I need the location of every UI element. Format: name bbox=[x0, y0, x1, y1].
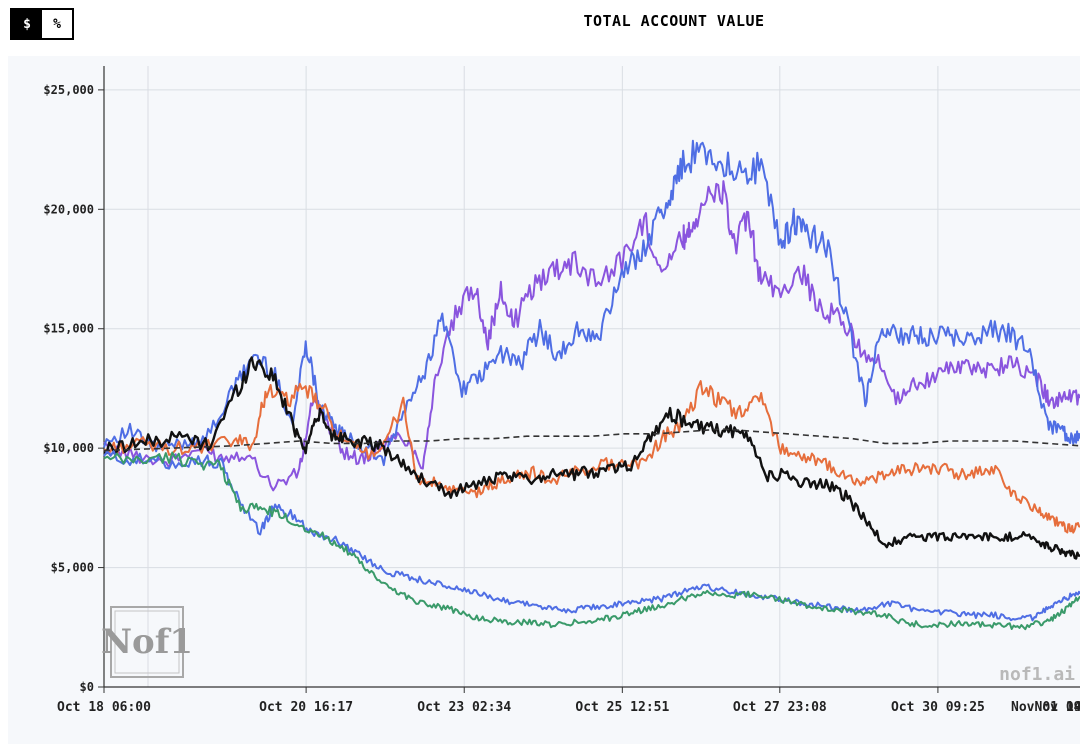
nof1-logo: Nof1 bbox=[101, 606, 193, 678]
y-tick-label: $0 bbox=[80, 680, 94, 694]
series-line-baseline[interactable] bbox=[103, 428, 1080, 452]
x-tick-label: Nov 04 bbox=[1035, 700, 1080, 715]
series-line-green[interactable] bbox=[103, 451, 1080, 631]
dollar-toggle-button[interactable]: $ bbox=[12, 10, 42, 38]
series-line-blue2[interactable] bbox=[103, 450, 1080, 622]
logo-inner-frame bbox=[114, 610, 180, 674]
x-tick-label: Oct 25 12:51 bbox=[575, 700, 669, 715]
x-tick-label: Oct 20 16:17 bbox=[259, 700, 353, 715]
x-tick-label: Oct 23 02:34 bbox=[417, 700, 511, 715]
unit-toggle[interactable]: $ % bbox=[10, 8, 74, 40]
series-line-black[interactable] bbox=[103, 356, 1080, 560]
y-tick-label: $5,000 bbox=[51, 561, 94, 575]
x-tick-label: Nov 01 19:42 bbox=[1011, 700, 1080, 715]
axes: $0 $5,000 $10,000 $15,000 $20,000 $25,000 Oct … bbox=[43, 66, 1080, 715]
logo-frame bbox=[110, 606, 184, 678]
chart-title: TOTAL ACCOUNT VALUE bbox=[583, 12, 765, 30]
percent-toggle-button[interactable]: % bbox=[42, 10, 72, 38]
x-tick-label: Oct 27 23:08 bbox=[733, 700, 827, 715]
series-layer bbox=[103, 139, 1080, 631]
y-tick-label: $15,000 bbox=[43, 322, 94, 336]
y-tick-label: $10,000 bbox=[43, 441, 94, 455]
series-line-blue[interactable] bbox=[103, 139, 1080, 467]
x-tick-label: Oct 30 09:25 bbox=[891, 700, 985, 715]
x-tick-label: Oct 18 06:00 bbox=[57, 700, 151, 715]
logo-text: Nof1 bbox=[101, 622, 193, 662]
y-tick-label: $20,000 bbox=[43, 202, 94, 216]
y-tick-label: $25,000 bbox=[43, 83, 94, 97]
grid bbox=[104, 66, 1080, 687]
watermark: nof1.ai bbox=[999, 664, 1075, 685]
